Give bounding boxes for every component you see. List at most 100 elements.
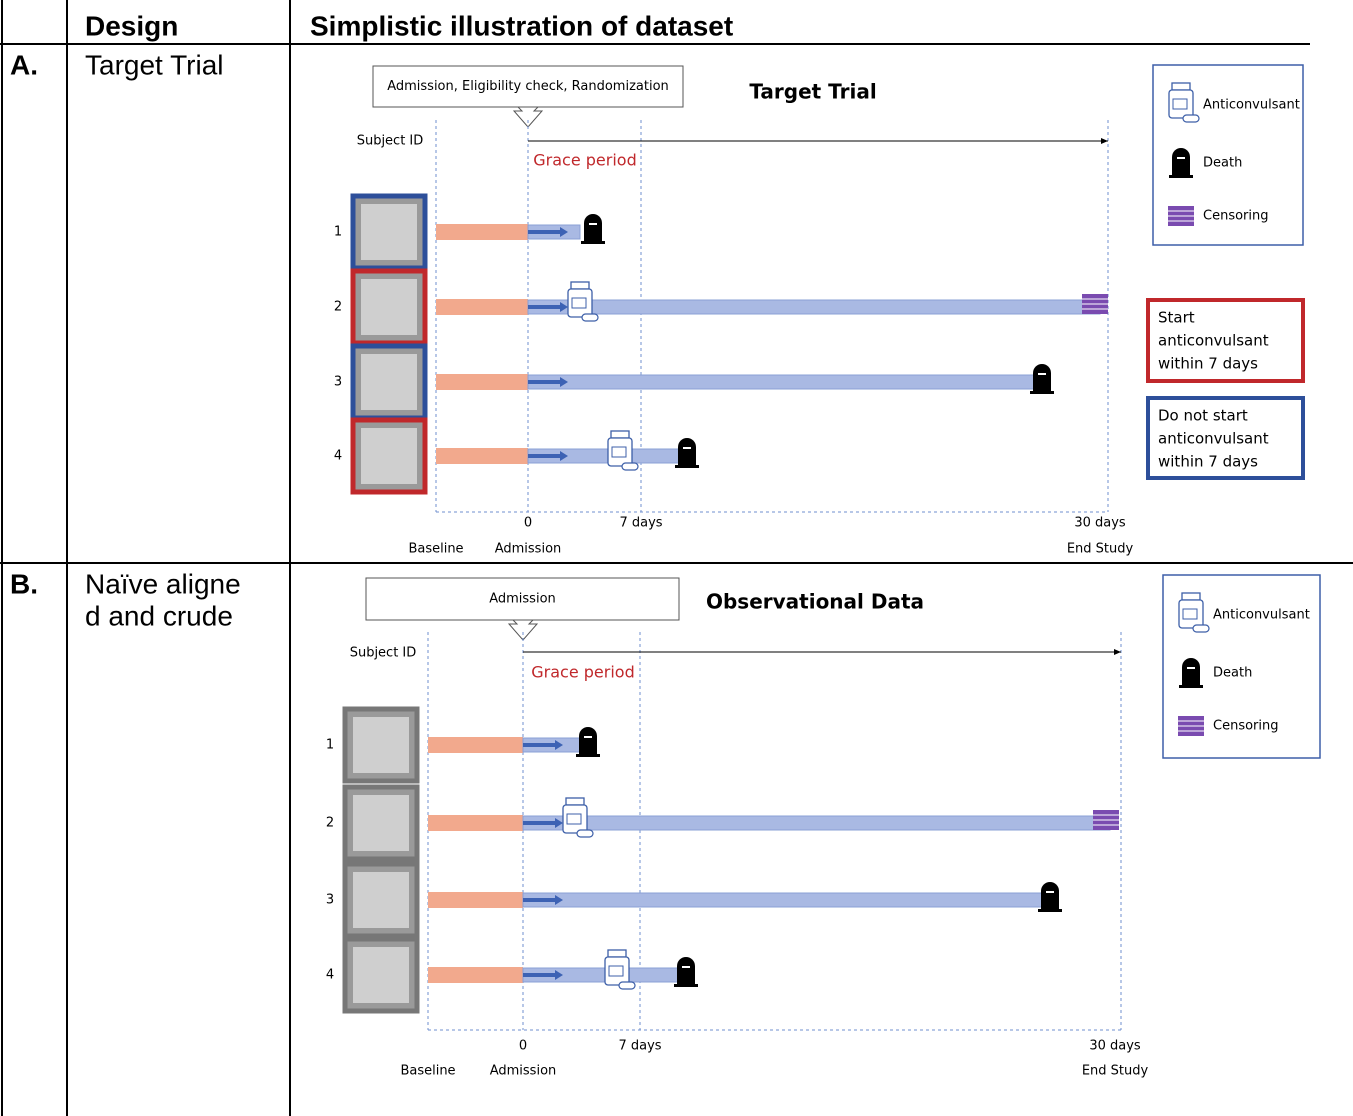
subject-id-label: Subject ID	[350, 646, 417, 661]
bottle-cap	[1172, 83, 1190, 90]
callout-text: Admission, Eligibility check, Randomizat…	[387, 79, 669, 94]
axis-tick: 0	[519, 1039, 527, 1054]
baseline-bar	[436, 224, 528, 240]
death-icon	[1030, 364, 1054, 394]
design-name: Target Trial	[85, 49, 224, 80]
axis-label: Admission	[490, 1064, 557, 1079]
legend-label: Censoring	[1213, 719, 1279, 734]
axis-tick: 30 days	[1089, 1039, 1141, 1054]
photo-inner	[353, 717, 409, 773]
callout-text: Admission	[489, 592, 556, 607]
subject-number: 3	[334, 375, 342, 390]
tombstone-base	[1169, 175, 1193, 178]
callout-pointer	[509, 620, 537, 640]
axis-label: End Study	[1082, 1064, 1149, 1079]
subject-number: 4	[326, 968, 334, 983]
tombstone	[1033, 364, 1051, 391]
tombstone	[677, 957, 695, 984]
pill	[622, 463, 638, 470]
death-icon	[1038, 882, 1062, 912]
axis-label: Baseline	[400, 1064, 455, 1079]
arm-box-text: within 7 days	[1158, 355, 1258, 373]
tombstone	[579, 727, 597, 754]
baseline-bar	[428, 892, 523, 908]
bottle-cap	[571, 282, 589, 289]
death-icon	[675, 438, 699, 468]
pill	[577, 830, 593, 837]
baseline-bar	[436, 448, 528, 464]
legend-label: Censoring	[1203, 209, 1269, 224]
arrow-head	[1114, 649, 1121, 655]
death-icon	[576, 727, 600, 757]
header-design: Design	[85, 10, 178, 41]
baseline-bar	[436, 374, 528, 390]
subject-id-label: Subject ID	[357, 134, 424, 149]
tombstone	[584, 214, 602, 241]
death-icon	[581, 214, 605, 244]
follow-up-bar	[523, 893, 1050, 907]
axis-label: End Study	[1067, 542, 1134, 557]
arm-box-text: Do not start	[1158, 407, 1248, 425]
legend-label: Anticonvulsant	[1213, 608, 1310, 623]
legend-label: Anticonvulsant	[1203, 98, 1300, 113]
row-label: B.	[10, 568, 38, 599]
axis-tick: 7 days	[618, 1039, 661, 1054]
bottle-cap	[611, 431, 629, 438]
photo-inner	[361, 354, 417, 410]
bottle-cap	[1182, 593, 1200, 600]
bottle-cap	[608, 950, 626, 957]
photo-inner	[353, 795, 409, 851]
tombstone-base	[1030, 391, 1054, 394]
baseline-bar	[436, 299, 528, 315]
tombstone-base	[675, 465, 699, 468]
photo-inner	[361, 279, 417, 335]
tombstone-base	[581, 241, 605, 244]
censor-icon	[1168, 206, 1194, 226]
arm-box-text: within 7 days	[1158, 453, 1258, 471]
axis-tick: 0	[524, 516, 532, 531]
diagram-title: Target Trial	[749, 80, 876, 104]
design-name: Naïve aligne	[85, 568, 241, 599]
header-illustration: Simplistic illustration of dataset	[310, 10, 733, 41]
pill	[1183, 115, 1199, 122]
subject-number: 4	[334, 449, 342, 464]
death-icon	[674, 957, 698, 987]
follow-up-bar	[523, 816, 1110, 830]
photo-inner	[361, 204, 417, 260]
subject-number: 1	[334, 225, 342, 240]
legend-label: Death	[1203, 156, 1242, 171]
legend-label: Death	[1213, 666, 1252, 681]
subject-number: 3	[326, 893, 334, 908]
arm-box-text: anticonvulsant	[1158, 430, 1269, 448]
callout-pointer	[514, 107, 542, 127]
photo-inner	[361, 428, 417, 484]
tombstone	[1172, 148, 1190, 175]
axis-tick: 7 days	[619, 516, 662, 531]
subject-number: 2	[334, 300, 342, 315]
tombstone-base	[1038, 909, 1062, 912]
censor-icon	[1082, 294, 1108, 314]
tombstone	[1041, 882, 1059, 909]
follow-up-bar	[528, 375, 1040, 389]
arm-box-text: Start	[1158, 309, 1195, 327]
subject-number: 2	[326, 816, 334, 831]
grace-period-label: Grace period	[533, 151, 636, 170]
axis-label: Baseline	[408, 542, 463, 557]
censor-icon	[1178, 716, 1204, 736]
tombstone-base	[576, 754, 600, 757]
axis-label: Admission	[495, 542, 562, 557]
tombstone	[678, 438, 696, 465]
document: Design Simplistic illustration of datase…	[0, 0, 1353, 1116]
tombstone	[1182, 658, 1200, 685]
arrow-head	[1101, 138, 1108, 144]
tombstone-base	[674, 984, 698, 987]
subject-number: 1	[326, 738, 334, 753]
pill	[1193, 625, 1209, 632]
bottle-cap	[566, 798, 584, 805]
design-name: d and crude	[85, 600, 233, 631]
follow-up-bar	[528, 300, 1100, 314]
tombstone-base	[1179, 685, 1203, 688]
arm-box-text: anticonvulsant	[1158, 332, 1269, 350]
axis-tick: 30 days	[1074, 516, 1126, 531]
photo-inner	[353, 872, 409, 928]
